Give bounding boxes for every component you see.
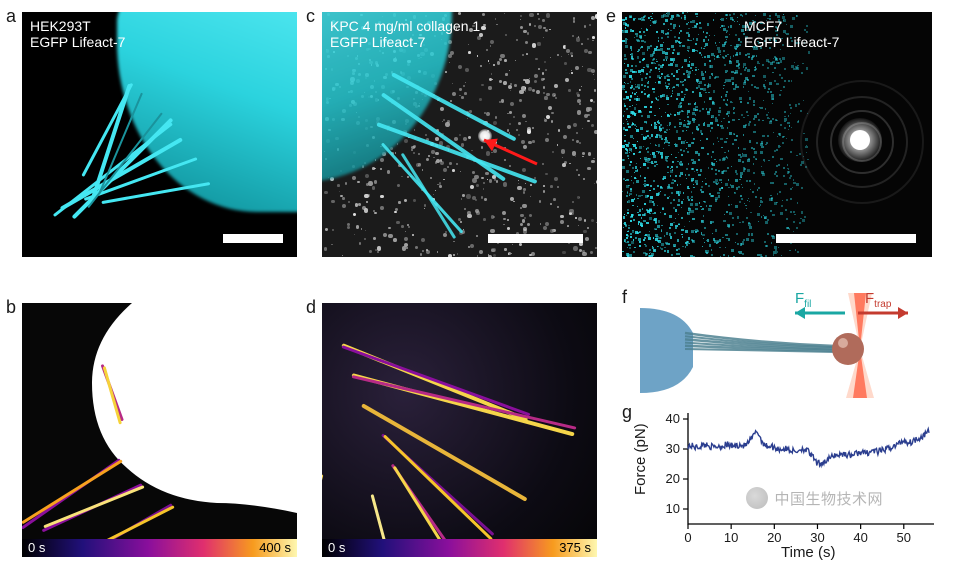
panel-b-image: 0 s 400 s xyxy=(22,303,297,557)
panel-a-scalebar xyxy=(223,234,283,243)
figure-root: a HEK293T EGFP Lifeact-7 b xyxy=(0,0,953,571)
svg-text:30: 30 xyxy=(666,441,680,456)
panel-c-image: KPC 4 mg/ml collagen 1 EGFP Lifeact-7 xyxy=(322,12,597,257)
panel-f-schematic: Ffil Ftrap xyxy=(640,293,930,398)
svg-text:0: 0 xyxy=(684,530,691,545)
watermark-text: 中国生物技术网 xyxy=(774,488,883,509)
svg-text:20: 20 xyxy=(767,530,781,545)
svg-text:50: 50 xyxy=(897,530,911,545)
svg-text:10: 10 xyxy=(666,501,680,516)
panel-label-f: f xyxy=(622,287,627,308)
label-F-trap: Ftrap xyxy=(865,290,891,310)
panel-label-b: b xyxy=(6,297,16,318)
svg-text:20: 20 xyxy=(666,471,680,486)
panel-b-colorbar: 0 s 400 s xyxy=(22,539,297,557)
chart-xlabel: Time (s) xyxy=(781,544,835,561)
svg-text:40: 40 xyxy=(853,530,867,545)
svg-text:10: 10 xyxy=(724,530,738,545)
panel-d-cb-left: 0 s xyxy=(328,540,345,556)
panel-label-a: a xyxy=(6,6,16,27)
panel-d-colorbar: 0 s 375 s xyxy=(322,539,597,557)
panel-g-chart: 0102030405010203040 Time (s) Force (pN) xyxy=(640,405,940,560)
panel-label-c: c xyxy=(306,6,315,27)
label-F-fil: Ffil xyxy=(795,290,811,310)
panel-d-image: 0 s 375 s xyxy=(322,303,597,557)
panel-c-arrow xyxy=(322,12,597,257)
panel-e-image: MCF7 EGFP Lifeact-7 xyxy=(622,12,932,257)
panel-c-scalebar xyxy=(488,234,583,243)
panel-a-overlay-2: EGFP Lifeact-7 xyxy=(30,34,125,50)
panel-d-cb-right: 375 s xyxy=(559,540,591,556)
panel-b-cb-left: 0 s xyxy=(28,540,45,556)
panel-a-image: HEK293T EGFP Lifeact-7 xyxy=(22,12,297,257)
svg-text:40: 40 xyxy=(666,411,680,426)
panel-label-e: e xyxy=(606,6,616,27)
panel-e-scalebar xyxy=(776,234,916,243)
watermark-icon xyxy=(746,487,768,509)
panel-b-cb-right: 400 s xyxy=(259,540,291,556)
panel-label-d: d xyxy=(306,297,316,318)
svg-text:30: 30 xyxy=(810,530,824,545)
watermark: 中国生物技术网 xyxy=(746,487,883,509)
chart-ylabel: Force (pN) xyxy=(632,423,649,495)
panel-label-g: g xyxy=(622,402,632,423)
panel-a-overlay-1: HEK293T xyxy=(30,18,91,34)
